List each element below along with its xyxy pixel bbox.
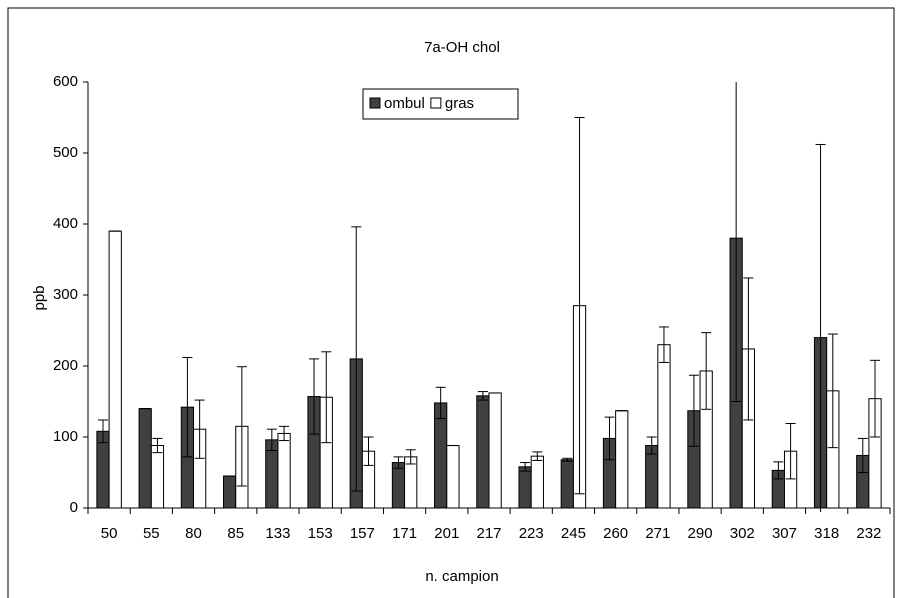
bar: [645, 445, 659, 509]
x-tick-label: 271: [645, 525, 670, 542]
bar: [530, 455, 544, 509]
x-tick-label: 133: [265, 525, 290, 542]
x-tick-label: 223: [519, 525, 544, 542]
x-tick-label: 55: [143, 525, 160, 542]
bar: [518, 466, 532, 509]
plot-area: [96, 82, 882, 512]
x-tick-label: 260: [603, 525, 628, 542]
x-tick-label: 232: [856, 525, 881, 542]
x-tick-label: 307: [772, 525, 797, 542]
x-tick-label: 245: [561, 525, 586, 542]
y-tick-label: 600: [53, 73, 78, 90]
y-axis-label: ppb: [31, 285, 48, 310]
x-tick-label: 302: [730, 525, 755, 542]
bar: [277, 432, 291, 509]
bar: [560, 459, 574, 509]
y-tick-label: 200: [53, 357, 78, 374]
y-tick-label: 100: [53, 428, 78, 445]
x-tick-label: 80: [185, 525, 202, 542]
bar: [488, 392, 502, 509]
legend-swatch: [369, 97, 381, 109]
bar: [657, 344, 671, 509]
bar: [476, 395, 490, 509]
legend-label: ombul: [384, 95, 425, 112]
x-tick-label: 171: [392, 525, 417, 542]
x-tick-label: 157: [350, 525, 375, 542]
y-tick-label: 0: [70, 499, 78, 516]
y-tick-label: 300: [53, 286, 78, 303]
bar: [150, 445, 165, 509]
legend-label: gras: [445, 95, 474, 112]
bar: [446, 445, 460, 509]
x-axis-label: n. campion: [425, 568, 498, 585]
x-tick-label: 153: [308, 525, 333, 542]
x-tick-label: 85: [227, 525, 244, 542]
x-tick-label: 201: [434, 525, 459, 542]
y-tick-label: 500: [53, 144, 78, 161]
bar: [615, 410, 629, 509]
bar: [404, 456, 418, 509]
bar: [108, 230, 122, 509]
chart-title: 7a-OH chol: [424, 39, 500, 56]
bar: [222, 475, 237, 509]
x-tick-label: 318: [814, 525, 839, 542]
bar: [138, 408, 152, 509]
x-tick-label: 290: [688, 525, 713, 542]
legend-swatch: [430, 97, 442, 109]
x-tick-label: 217: [476, 525, 501, 542]
y-tick-label: 400: [53, 215, 78, 232]
bar: [391, 462, 406, 509]
frame: [7, 7, 895, 598]
x-tick-label: 50: [101, 525, 118, 542]
